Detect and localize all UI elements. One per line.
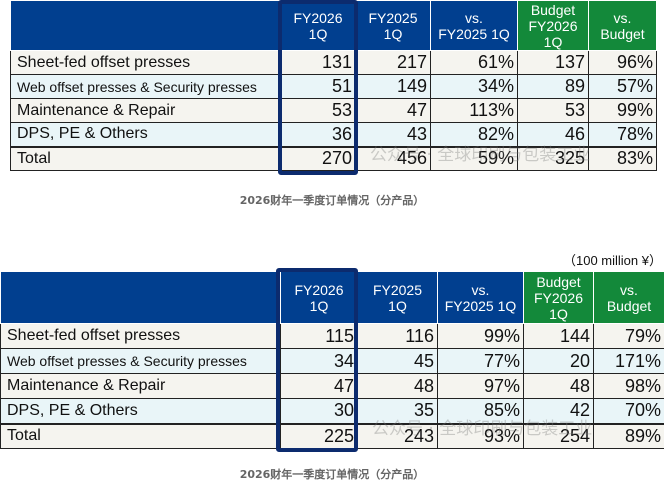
unit-label: （100 million ¥） bbox=[563, 253, 662, 268]
cell-budget-fy2026-1q: 137 bbox=[517, 50, 589, 75]
cell-vs-budget: 78% bbox=[588, 122, 657, 147]
cell-fy2025-1q: 48 bbox=[357, 373, 438, 399]
row-label: Web offset presses & Security presses bbox=[10, 74, 281, 99]
cell-fy2026-1q: 131 bbox=[280, 50, 356, 75]
cell-vs-fy2025-1q: 85% bbox=[437, 398, 524, 424]
row-label: Maintenance & Repair bbox=[10, 98, 281, 123]
row-label: Total bbox=[0, 422, 281, 449]
cell-budget-fy2026-1q: 53 bbox=[517, 98, 589, 123]
caption-1: 2026财年一季度订单情况（分产品） bbox=[239, 194, 425, 207]
header-fy2025-1q: FY2025 1Q bbox=[355, 0, 431, 51]
cell-vs-fy2025-1q: 77% bbox=[437, 348, 524, 374]
cell-budget-fy2026-1q: 325 bbox=[517, 145, 589, 171]
header-vs-budget: vs. Budget bbox=[588, 0, 657, 51]
cell-budget-fy2026-1q: 46 bbox=[517, 122, 589, 147]
row-label: Sheet-fed offset presses bbox=[0, 323, 281, 349]
header-vs-fy2025-1q: vs. FY2025 1Q bbox=[437, 271, 524, 324]
header-fy2026-1q: FY2026 1Q bbox=[280, 271, 358, 324]
cell-vs-fy2025-1q: 82% bbox=[430, 122, 518, 147]
row-label: Web offset presses & Security presses bbox=[0, 348, 281, 374]
cell-vs-budget: 99% bbox=[588, 98, 657, 123]
header-blank bbox=[10, 0, 281, 51]
cell-fy2026-1q: 51 bbox=[280, 74, 356, 99]
cell-fy2025-1q: 45 bbox=[357, 348, 438, 374]
cell-budget-fy2026-1q: 144 bbox=[523, 323, 594, 349]
cell-vs-budget: 96% bbox=[588, 50, 657, 75]
cell-vs-budget: 79% bbox=[593, 323, 664, 349]
row-label: Maintenance & Repair bbox=[0, 373, 281, 399]
cell-fy2026-1q: 115 bbox=[280, 323, 358, 349]
caption-2: 2026财年一季度订单情况（分产品） bbox=[239, 468, 425, 481]
cell-fy2025-1q: 43 bbox=[355, 122, 431, 147]
orders-table-1: FY2026 1Q FY2025 1Q vs. FY2025 1Q Budget FY… bbox=[10, 0, 657, 171]
table-row: DPS, PE & Others 36 43 82% 46 78% bbox=[10, 122, 657, 147]
header-budget-fy2026-1q: Budget FY2026 1Q bbox=[517, 0, 589, 51]
row-label: DPS, PE & Others bbox=[10, 122, 281, 147]
table-row: Maintenance & Repair 53 47 113% 53 99% bbox=[10, 98, 657, 123]
cell-vs-budget: 70% bbox=[593, 398, 664, 424]
header-fy2025-1q: FY2025 1Q bbox=[357, 271, 438, 324]
table-row: Total 225 243 93% 254 89% bbox=[0, 422, 664, 449]
cell-fy2025-1q: 35 bbox=[357, 398, 438, 424]
cell-budget-fy2026-1q: 89 bbox=[517, 74, 589, 99]
cell-vs-fy2025-1q: 59% bbox=[430, 145, 518, 171]
header-vs-fy2025-1q: vs. FY2025 1Q bbox=[430, 0, 518, 51]
cell-vs-fy2025-1q: 61% bbox=[430, 50, 518, 75]
cell-fy2025-1q: 243 bbox=[357, 422, 438, 449]
header-vs-budget: vs. Budget bbox=[593, 271, 664, 324]
table-row: Web offset presses & Security presses 34 4… bbox=[0, 348, 664, 374]
cell-vs-fy2025-1q: 93% bbox=[437, 422, 524, 449]
table-row: Total 270 456 59% 325 83% bbox=[10, 145, 657, 171]
cell-fy2026-1q: 47 bbox=[280, 373, 358, 399]
cell-vs-fy2025-1q: 99% bbox=[437, 323, 524, 349]
row-label: Total bbox=[10, 145, 281, 171]
orders-table-2: FY2026 1Q FY2025 1Q vs. FY2025 1Q Budget FY… bbox=[0, 271, 664, 449]
cell-fy2025-1q: 217 bbox=[355, 50, 431, 75]
cell-vs-fy2025-1q: 113% bbox=[430, 98, 518, 123]
cell-vs-fy2025-1q: 34% bbox=[430, 74, 518, 99]
cell-fy2025-1q: 47 bbox=[355, 98, 431, 123]
cell-vs-budget: 98% bbox=[593, 373, 664, 399]
table-row: Maintenance & Repair 47 48 97% 48 98% bbox=[0, 373, 664, 399]
cell-fy2026-1q: 53 bbox=[280, 98, 356, 123]
cell-vs-budget: 89% bbox=[593, 422, 664, 449]
cell-vs-fy2025-1q: 97% bbox=[437, 373, 524, 399]
cell-vs-budget: 57% bbox=[588, 74, 657, 99]
table-row: Web offset presses & Security presses 51 1… bbox=[10, 74, 657, 99]
cell-fy2025-1q: 456 bbox=[355, 145, 431, 171]
header-blank bbox=[0, 271, 281, 324]
row-label: Sheet-fed offset presses bbox=[10, 50, 281, 75]
cell-fy2026-1q: 36 bbox=[280, 122, 356, 147]
cell-fy2025-1q: 116 bbox=[357, 323, 438, 349]
row-label: DPS, PE & Others bbox=[0, 398, 281, 424]
cell-budget-fy2026-1q: 254 bbox=[523, 422, 594, 449]
header-budget-fy2026-1q: Budget FY2026 1Q bbox=[523, 271, 594, 324]
table-row: Sheet-fed offset presses 115 116 99% 144 79% bbox=[0, 323, 664, 349]
header-fy2026-1q: FY2026 1Q bbox=[280, 0, 356, 51]
cell-fy2026-1q: 225 bbox=[280, 422, 358, 449]
table-row: Sheet-fed offset presses 131 217 61% 137 96% bbox=[10, 50, 657, 75]
table-row: DPS, PE & Others 30 35 85% 42 70% bbox=[0, 398, 664, 424]
cell-fy2026-1q: 30 bbox=[280, 398, 358, 424]
cell-budget-fy2026-1q: 42 bbox=[523, 398, 594, 424]
cell-vs-budget: 83% bbox=[588, 145, 657, 171]
cell-fy2026-1q: 270 bbox=[280, 145, 356, 171]
cell-vs-budget: 171% bbox=[593, 348, 664, 374]
cell-budget-fy2026-1q: 48 bbox=[523, 373, 594, 399]
cell-budget-fy2026-1q: 20 bbox=[523, 348, 594, 374]
cell-fy2026-1q: 34 bbox=[280, 348, 358, 374]
cell-fy2025-1q: 149 bbox=[355, 74, 431, 99]
